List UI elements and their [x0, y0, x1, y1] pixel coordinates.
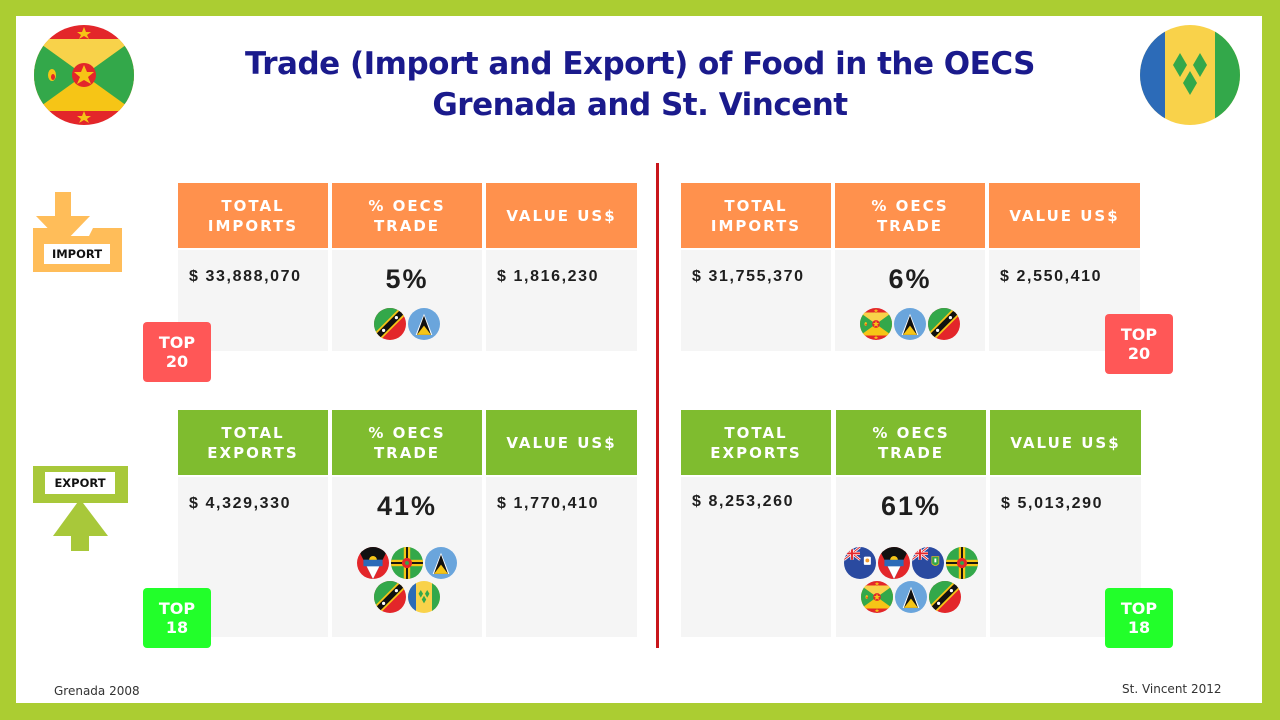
svg-import-pct: 6% — [888, 264, 932, 294]
import-icon: IMPORT — [33, 192, 123, 272]
svg-total-exports: $ 8,253,260 — [692, 493, 795, 510]
svg-import-header-total: TOTAL IMPORTS — [681, 183, 831, 248]
antigua-barbuda-flag-icon — [878, 547, 910, 579]
svg-import-header-pct: % OECS TRADE — [835, 183, 985, 248]
export-icon: EXPORT — [33, 466, 128, 551]
grenada-total-exports: $ 4,329,330 — [189, 495, 292, 512]
import-label: IMPORT — [44, 244, 110, 264]
st-lucia-flag-icon — [894, 308, 926, 340]
grenada-import-pct: 5% — [385, 264, 429, 294]
grenada-import-header-value: VALUE US$ — [486, 183, 637, 248]
grenada-flag-icon — [860, 308, 892, 340]
page-title: Trade (Import and Export) of Food in the… — [150, 44, 1130, 126]
dominica-flag-icon — [391, 547, 423, 579]
section-divider — [656, 163, 659, 648]
svg-export-pct: 61% — [880, 491, 942, 521]
st-lucia-flag-icon — [895, 581, 927, 613]
svg-total-imports: $ 31,755,370 — [692, 268, 805, 285]
grenada-export-value-cell: $ 1,770,410 — [486, 477, 637, 637]
grenada-import-value: $ 1,816,230 — [497, 268, 600, 285]
svg-export-top18-badge: TOP 18 — [1105, 588, 1173, 648]
grenada-export-pct: 41% — [376, 491, 438, 521]
svg-export-header-value: VALUE US$ — [990, 410, 1141, 475]
svg-export-pct-cell: 61% — [836, 477, 986, 637]
grenada-export-header-total: TOTAL EXPORTS — [178, 410, 328, 475]
grenada-export-header-pct: % OECS TRADE — [332, 410, 482, 475]
anguilla-flag-icon — [844, 547, 876, 579]
grenada-year-label: Grenada 2008 — [54, 684, 140, 698]
svg-export-value: $ 5,013,290 — [1001, 495, 1104, 512]
st-vincent-year-label: St. Vincent 2012 — [1122, 682, 1222, 696]
grenada-import-value-cell: $ 1,816,230 — [486, 250, 637, 351]
dominica-flag-icon — [946, 547, 978, 579]
st-kitts-nevis-flag-icon — [928, 308, 960, 340]
grenada-import-header-pct: % OECS TRADE — [332, 183, 482, 248]
grenada-import-pct-cell: 5% — [332, 250, 482, 351]
antigua-barbuda-flag-icon — [357, 547, 389, 579]
title-line-2: Grenada and St. Vincent — [432, 87, 848, 123]
svg-import-total-cell: $ 31,755,370 — [681, 250, 831, 351]
svg-export-partner-flags — [844, 547, 978, 613]
st-lucia-flag-icon — [425, 547, 457, 579]
svg-import-pct-cell: 6% — [835, 250, 985, 351]
grenada-total-imports: $ 33,888,070 — [189, 268, 302, 285]
grenada-export-header-value: VALUE US$ — [486, 410, 637, 475]
st-kitts-nevis-flag-icon — [374, 581, 406, 613]
svg-import-value: $ 2,550,410 — [1000, 268, 1103, 285]
export-label: EXPORT — [45, 472, 115, 494]
grenada-flag-icon — [34, 25, 134, 125]
st-kitts-nevis-flag-icon — [929, 581, 961, 613]
grenada-import-header-total: TOTAL IMPORTS — [178, 183, 328, 248]
grenada-import-partner-flags — [332, 308, 482, 340]
svg-export-value-cell: $ 5,013,290 — [990, 477, 1141, 637]
st-lucia-flag-icon — [408, 308, 440, 340]
st-vincent-flag-icon — [1140, 25, 1240, 125]
grenada-export-pct-cell: 41% — [332, 477, 482, 637]
st-vincent-flag-icon — [408, 581, 440, 613]
grenada-export-top18-badge: TOP 18 — [143, 588, 211, 648]
svg-import-partner-flags — [835, 308, 985, 340]
grenada-export-total-cell: $ 4,329,330 — [178, 477, 328, 637]
british-virgin-islands-flag-icon — [912, 547, 944, 579]
svg-import-header-value: VALUE US$ — [989, 183, 1140, 248]
grenada-flag-icon — [861, 581, 893, 613]
title-line-1: Trade (Import and Export) of Food in the… — [245, 46, 1036, 82]
st-kitts-nevis-flag-icon — [374, 308, 406, 340]
svg-export-header-pct: % OECS TRADE — [836, 410, 986, 475]
svg-export-header-total: TOTAL EXPORTS — [681, 410, 831, 475]
svg-export-total-cell: $ 8,253,260 — [681, 477, 831, 637]
grenada-export-value: $ 1,770,410 — [497, 495, 600, 512]
grenada-export-partner-flags — [356, 547, 458, 613]
grenada-import-top20-badge: TOP 20 — [143, 322, 211, 382]
svg-import-top20-badge: TOP 20 — [1105, 314, 1173, 374]
